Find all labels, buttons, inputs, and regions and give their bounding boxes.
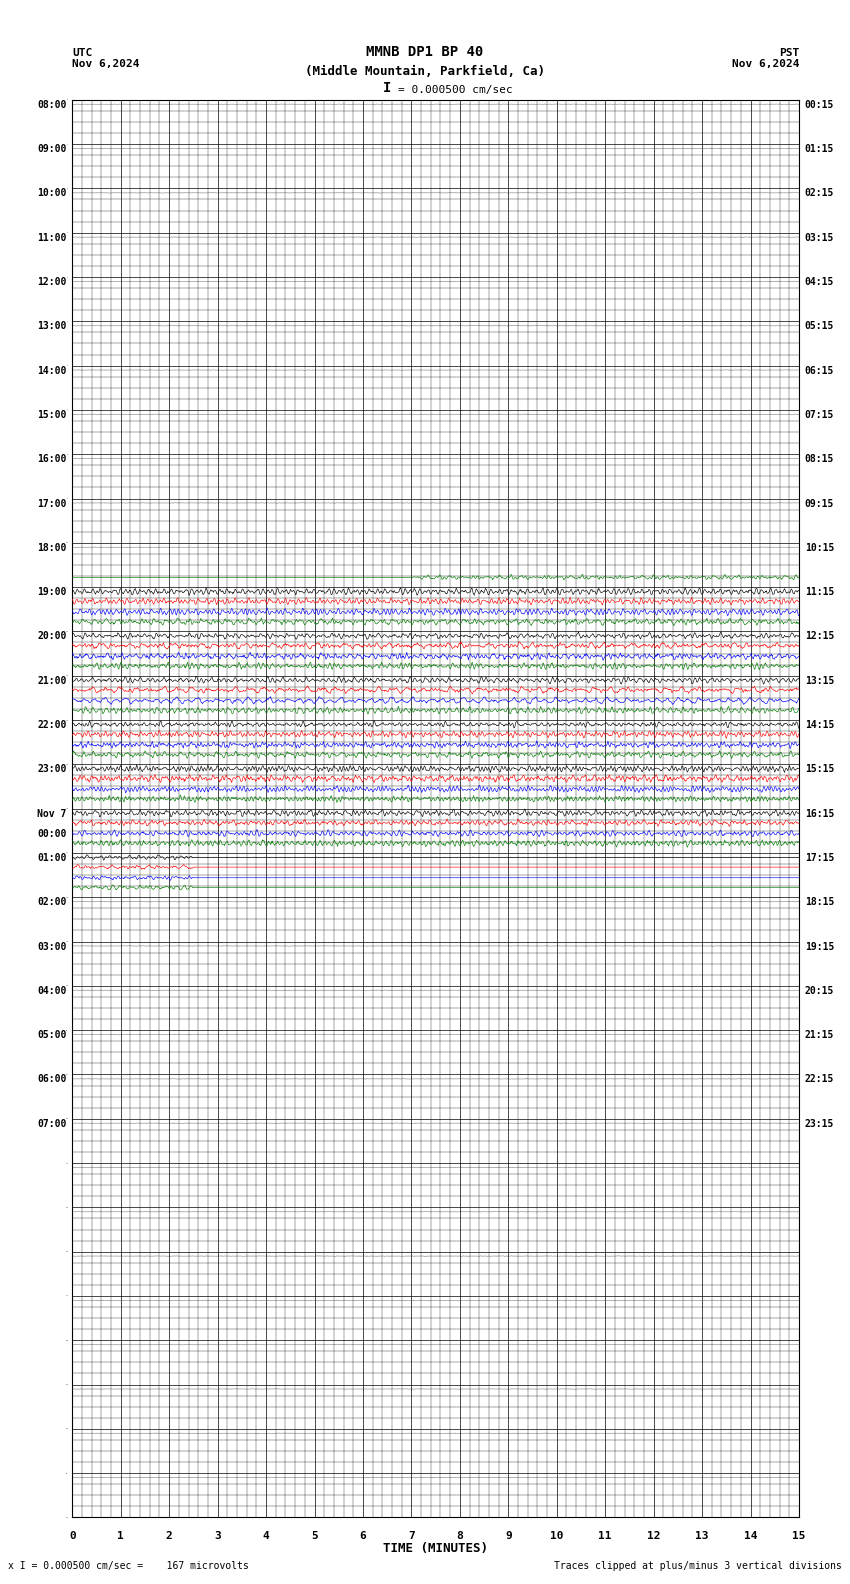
Text: 03:00: 03:00 <box>37 941 66 952</box>
Text: 03:15: 03:15 <box>805 233 834 242</box>
Text: 17:00: 17:00 <box>37 499 66 508</box>
Text: UTC
Nov 6,2024: UTC Nov 6,2024 <box>72 48 139 70</box>
Text: 04:15: 04:15 <box>805 277 834 287</box>
Text: 09:15: 09:15 <box>805 499 834 508</box>
Text: 16:00: 16:00 <box>37 455 66 464</box>
Text: 19:00: 19:00 <box>37 588 66 597</box>
Text: 13:00: 13:00 <box>37 322 66 331</box>
Text: Traces clipped at plus/minus 3 vertical divisions: Traces clipped at plus/minus 3 vertical … <box>553 1562 842 1571</box>
Text: 02:00: 02:00 <box>37 897 66 908</box>
Text: 21:15: 21:15 <box>805 1030 834 1041</box>
Text: 15:00: 15:00 <box>37 410 66 420</box>
Text: 23:00: 23:00 <box>37 765 66 775</box>
Text: 09:00: 09:00 <box>37 144 66 154</box>
Text: 7: 7 <box>408 1530 415 1541</box>
Text: 5: 5 <box>311 1530 318 1541</box>
Text: 01:00: 01:00 <box>37 852 66 863</box>
Text: = 0.000500 cm/sec: = 0.000500 cm/sec <box>398 86 513 95</box>
Text: 13: 13 <box>695 1530 709 1541</box>
Text: 08:15: 08:15 <box>805 455 834 464</box>
Text: 21:00: 21:00 <box>37 676 66 686</box>
Text: 2: 2 <box>166 1530 173 1541</box>
Text: 10:15: 10:15 <box>805 543 834 553</box>
Text: 00:15: 00:15 <box>805 100 834 109</box>
Text: 19:15: 19:15 <box>805 941 834 952</box>
Text: 15: 15 <box>792 1530 806 1541</box>
Text: 17:15: 17:15 <box>805 852 834 863</box>
Text: 07:00: 07:00 <box>37 1118 66 1129</box>
Text: 12:00: 12:00 <box>37 277 66 287</box>
Text: 14:00: 14:00 <box>37 366 66 375</box>
Text: 12:15: 12:15 <box>805 632 834 642</box>
Text: I: I <box>382 81 391 95</box>
Text: 08:00: 08:00 <box>37 100 66 109</box>
Text: 04:00: 04:00 <box>37 985 66 996</box>
Text: 18:15: 18:15 <box>805 897 834 908</box>
Text: 3: 3 <box>214 1530 221 1541</box>
Text: 20:15: 20:15 <box>805 985 834 996</box>
Text: 11:00: 11:00 <box>37 233 66 242</box>
Text: 06:15: 06:15 <box>805 366 834 375</box>
Text: 07:15: 07:15 <box>805 410 834 420</box>
Text: 1: 1 <box>117 1530 124 1541</box>
Text: 05:15: 05:15 <box>805 322 834 331</box>
Text: 14: 14 <box>744 1530 757 1541</box>
Text: 05:00: 05:00 <box>37 1030 66 1041</box>
Text: 6: 6 <box>360 1530 366 1541</box>
Text: 02:15: 02:15 <box>805 188 834 198</box>
Text: MMNB DP1 BP 40: MMNB DP1 BP 40 <box>366 46 484 59</box>
Text: 8: 8 <box>456 1530 463 1541</box>
Text: 06:00: 06:00 <box>37 1074 66 1085</box>
Text: 11: 11 <box>598 1530 612 1541</box>
Text: 12: 12 <box>647 1530 660 1541</box>
Text: 9: 9 <box>505 1530 512 1541</box>
Text: x I = 0.000500 cm/sec =    167 microvolts: x I = 0.000500 cm/sec = 167 microvolts <box>8 1562 249 1571</box>
Text: 18:00: 18:00 <box>37 543 66 553</box>
Text: 10: 10 <box>550 1530 564 1541</box>
Text: 4: 4 <box>263 1530 269 1541</box>
Text: 00:00: 00:00 <box>37 828 66 838</box>
Text: 0: 0 <box>69 1530 76 1541</box>
Text: 22:00: 22:00 <box>37 721 66 730</box>
Text: 01:15: 01:15 <box>805 144 834 154</box>
X-axis label: TIME (MINUTES): TIME (MINUTES) <box>383 1541 488 1554</box>
Text: 16:15: 16:15 <box>805 808 834 819</box>
Text: 20:00: 20:00 <box>37 632 66 642</box>
Text: 22:15: 22:15 <box>805 1074 834 1085</box>
Text: 14:15: 14:15 <box>805 721 834 730</box>
Text: 13:15: 13:15 <box>805 676 834 686</box>
Text: 23:15: 23:15 <box>805 1118 834 1129</box>
Text: Nov 7: Nov 7 <box>37 808 66 819</box>
Text: PST
Nov 6,2024: PST Nov 6,2024 <box>732 48 799 70</box>
Text: 15:15: 15:15 <box>805 765 834 775</box>
Text: (Middle Mountain, Parkfield, Ca): (Middle Mountain, Parkfield, Ca) <box>305 65 545 78</box>
Text: 10:00: 10:00 <box>37 188 66 198</box>
Text: 11:15: 11:15 <box>805 588 834 597</box>
